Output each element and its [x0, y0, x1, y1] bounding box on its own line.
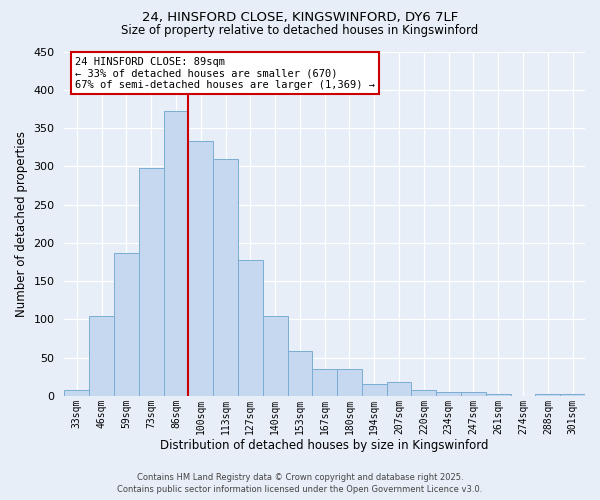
- Text: 24, HINSFORD CLOSE, KINGSWINFORD, DY6 7LF: 24, HINSFORD CLOSE, KINGSWINFORD, DY6 7L…: [142, 11, 458, 24]
- Text: Size of property relative to detached houses in Kingswinford: Size of property relative to detached ho…: [121, 24, 479, 37]
- Text: Contains HM Land Registry data © Crown copyright and database right 2025.
Contai: Contains HM Land Registry data © Crown c…: [118, 473, 482, 494]
- Bar: [139, 168, 164, 396]
- Bar: [313, 369, 337, 396]
- Bar: [213, 158, 238, 396]
- Bar: [64, 390, 89, 396]
- Bar: [560, 394, 585, 396]
- Bar: [386, 382, 412, 396]
- Bar: [412, 390, 436, 396]
- Bar: [238, 260, 263, 396]
- Y-axis label: Number of detached properties: Number of detached properties: [15, 130, 28, 316]
- Bar: [114, 253, 139, 396]
- Bar: [164, 111, 188, 396]
- Text: 24 HINSFORD CLOSE: 89sqm
← 33% of detached houses are smaller (670)
67% of semi-: 24 HINSFORD CLOSE: 89sqm ← 33% of detach…: [75, 56, 375, 90]
- Bar: [362, 384, 386, 396]
- Bar: [188, 141, 213, 396]
- Bar: [461, 392, 486, 396]
- Bar: [263, 316, 287, 396]
- Bar: [486, 394, 511, 396]
- Bar: [89, 316, 114, 396]
- Bar: [535, 394, 560, 396]
- Bar: [287, 351, 313, 396]
- X-axis label: Distribution of detached houses by size in Kingswinford: Distribution of detached houses by size …: [160, 440, 489, 452]
- Bar: [337, 369, 362, 396]
- Bar: [436, 392, 461, 396]
